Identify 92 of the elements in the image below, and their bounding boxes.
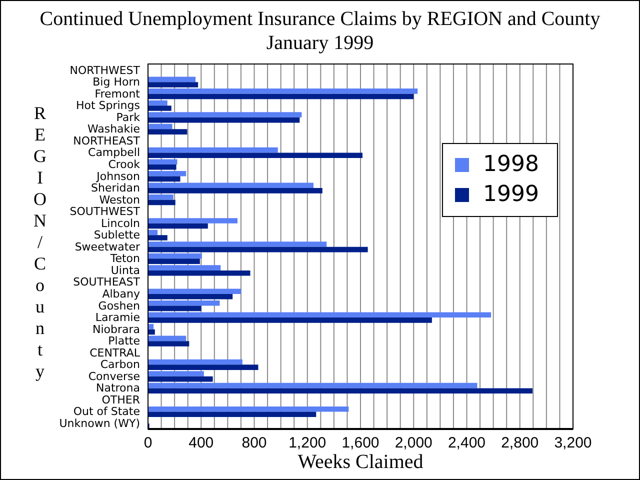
y-tick-label: Hot Springs — [76, 99, 140, 112]
bar — [148, 124, 172, 130]
bar — [148, 300, 220, 306]
y-tick-label: Carbon — [100, 358, 140, 372]
y-tick-label: CENTRAL — [90, 346, 141, 360]
bar — [148, 382, 478, 388]
y-tick-label: Platte — [108, 334, 140, 348]
bar — [148, 106, 172, 111]
bar — [148, 182, 314, 188]
y-tick-label: OTHER — [102, 393, 140, 406]
bar — [148, 235, 168, 240]
y-tick-label: SOUTHWEST — [70, 205, 140, 218]
bar — [148, 294, 233, 300]
bar — [148, 312, 492, 318]
bar — [148, 336, 186, 342]
y-tick-label: NORTHEAST — [73, 134, 140, 148]
bar — [148, 371, 204, 376]
bar — [148, 76, 196, 82]
bar — [148, 129, 188, 134]
bar — [148, 359, 242, 365]
y-tick-label: NORTHWEST — [70, 64, 140, 77]
bar — [148, 288, 242, 294]
y-tick-label: Teton — [109, 252, 140, 266]
y-tick-label: Converse — [88, 370, 140, 383]
bar — [148, 253, 202, 259]
bar — [148, 306, 202, 312]
y-tick-label: Crook — [108, 158, 141, 171]
x-tick-label: 400 — [188, 434, 214, 452]
y-tick-label: Goshen — [98, 299, 140, 312]
bar — [148, 194, 174, 200]
legend-label: 1999 — [483, 181, 539, 209]
bar — [148, 412, 316, 418]
bar — [148, 88, 418, 94]
bar — [148, 94, 414, 100]
y-tick-label: Johnson — [96, 170, 140, 183]
bar — [148, 164, 176, 170]
bar — [148, 246, 368, 252]
bar — [148, 341, 190, 346]
y-tick-label: Park — [116, 110, 141, 124]
y-tick-label: Sublette — [94, 228, 140, 242]
bar — [148, 200, 176, 206]
y-tick-label: Lincoln — [101, 216, 140, 230]
bar — [148, 176, 180, 182]
bar — [148, 147, 278, 153]
y-tick-label: Sweetwater — [74, 240, 140, 254]
bar — [148, 376, 213, 382]
y-tick-label: Uinta — [110, 264, 140, 277]
bar — [148, 152, 362, 158]
y-tick-label: Washakie — [87, 122, 140, 136]
bar — [148, 318, 432, 323]
bar — [148, 270, 250, 276]
x-tick-label: 2,400 — [448, 434, 486, 452]
bar — [148, 388, 532, 394]
bar — [148, 170, 186, 176]
bar — [148, 159, 178, 164]
y-tick-label: Fremont — [94, 87, 141, 100]
y-tick-label: Laramie — [95, 311, 140, 324]
y-tick-label: Big Horn — [92, 76, 140, 89]
bar — [148, 258, 200, 264]
x-tick-label: 3,200 — [554, 434, 592, 452]
chart-subtitle: January 1999 — [265, 31, 375, 55]
bar — [148, 242, 327, 247]
y-tick-label: Albany — [102, 288, 140, 300]
x-tick-label: 1,600 — [342, 434, 380, 452]
bar — [148, 223, 208, 229]
y-tick-label: Weston — [99, 193, 140, 206]
bar — [148, 265, 221, 270]
x-tick-label: 2,800 — [501, 434, 539, 452]
bar — [148, 117, 300, 123]
y-tick-label: Campbell — [88, 146, 140, 160]
bar — [148, 406, 349, 412]
bar — [148, 324, 154, 330]
x-tick-label: 800 — [242, 434, 267, 452]
y-tick-label: Natrona — [96, 382, 140, 395]
x-tick-label: 2,000 — [394, 434, 432, 452]
bar — [148, 100, 168, 106]
y-tick-label: Out of State — [73, 405, 140, 418]
bar — [148, 82, 198, 88]
bar — [148, 112, 302, 118]
y-tick-label: SOUTHEAST — [73, 276, 140, 289]
x-tick-label: 1,200 — [288, 434, 326, 452]
text: REGION/County — [34, 103, 46, 381]
bar — [148, 218, 238, 224]
y-tick-label: Sheridan — [91, 182, 140, 195]
x-tick-label: 0 — [144, 434, 152, 452]
bar — [148, 364, 258, 370]
legend-label: 1998 — [483, 151, 539, 179]
bar — [148, 188, 322, 194]
chart-title: Continued Unemployment Insurance Claims by REGION and County — [38, 7, 602, 31]
y-tick-label: Unknown (WY) — [59, 417, 140, 430]
y-tick-label: Niobrara — [92, 322, 140, 336]
x-axis-title: Weeks Claimed — [296, 451, 424, 474]
